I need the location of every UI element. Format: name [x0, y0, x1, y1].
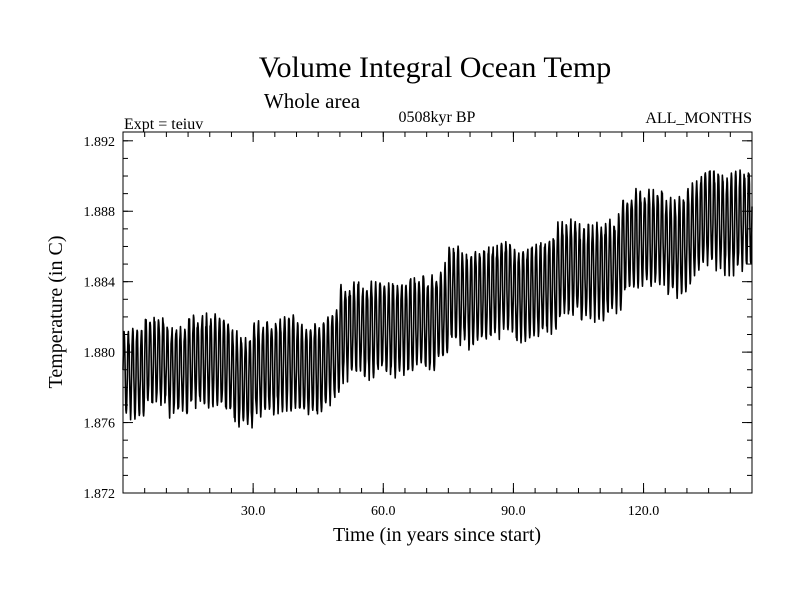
x-tick-label: 60.0 [371, 504, 396, 519]
y-axis-label: Temperature (in C) [45, 236, 67, 389]
series-line [122, 169, 753, 429]
x-tick-label: 120.0 [628, 504, 660, 519]
y-tick-label: 1.876 [84, 417, 116, 432]
chart-subtitle: Whole area [264, 89, 361, 113]
y-tick-label: 1.880 [84, 346, 116, 361]
y-tick-label: 1.884 [84, 276, 116, 291]
months-label: ALL_MONTHS [645, 110, 752, 127]
plot-frame [122, 131, 753, 494]
x-tick-label: 30.0 [241, 504, 266, 519]
experiment-label: Expt = teiuv [124, 116, 203, 133]
x-tick-label: 90.0 [501, 504, 526, 519]
plot-area [122, 169, 753, 429]
x-axis-label: Time (in years since start) [333, 524, 541, 546]
chart-title: Volume Integral Ocean Temp [259, 51, 612, 84]
y-tick-label: 1.872 [84, 487, 116, 502]
y-tick-label: 1.888 [84, 205, 116, 220]
period-label: 0508kyr BP [399, 109, 476, 126]
y-tick-label: 1.892 [84, 135, 116, 150]
